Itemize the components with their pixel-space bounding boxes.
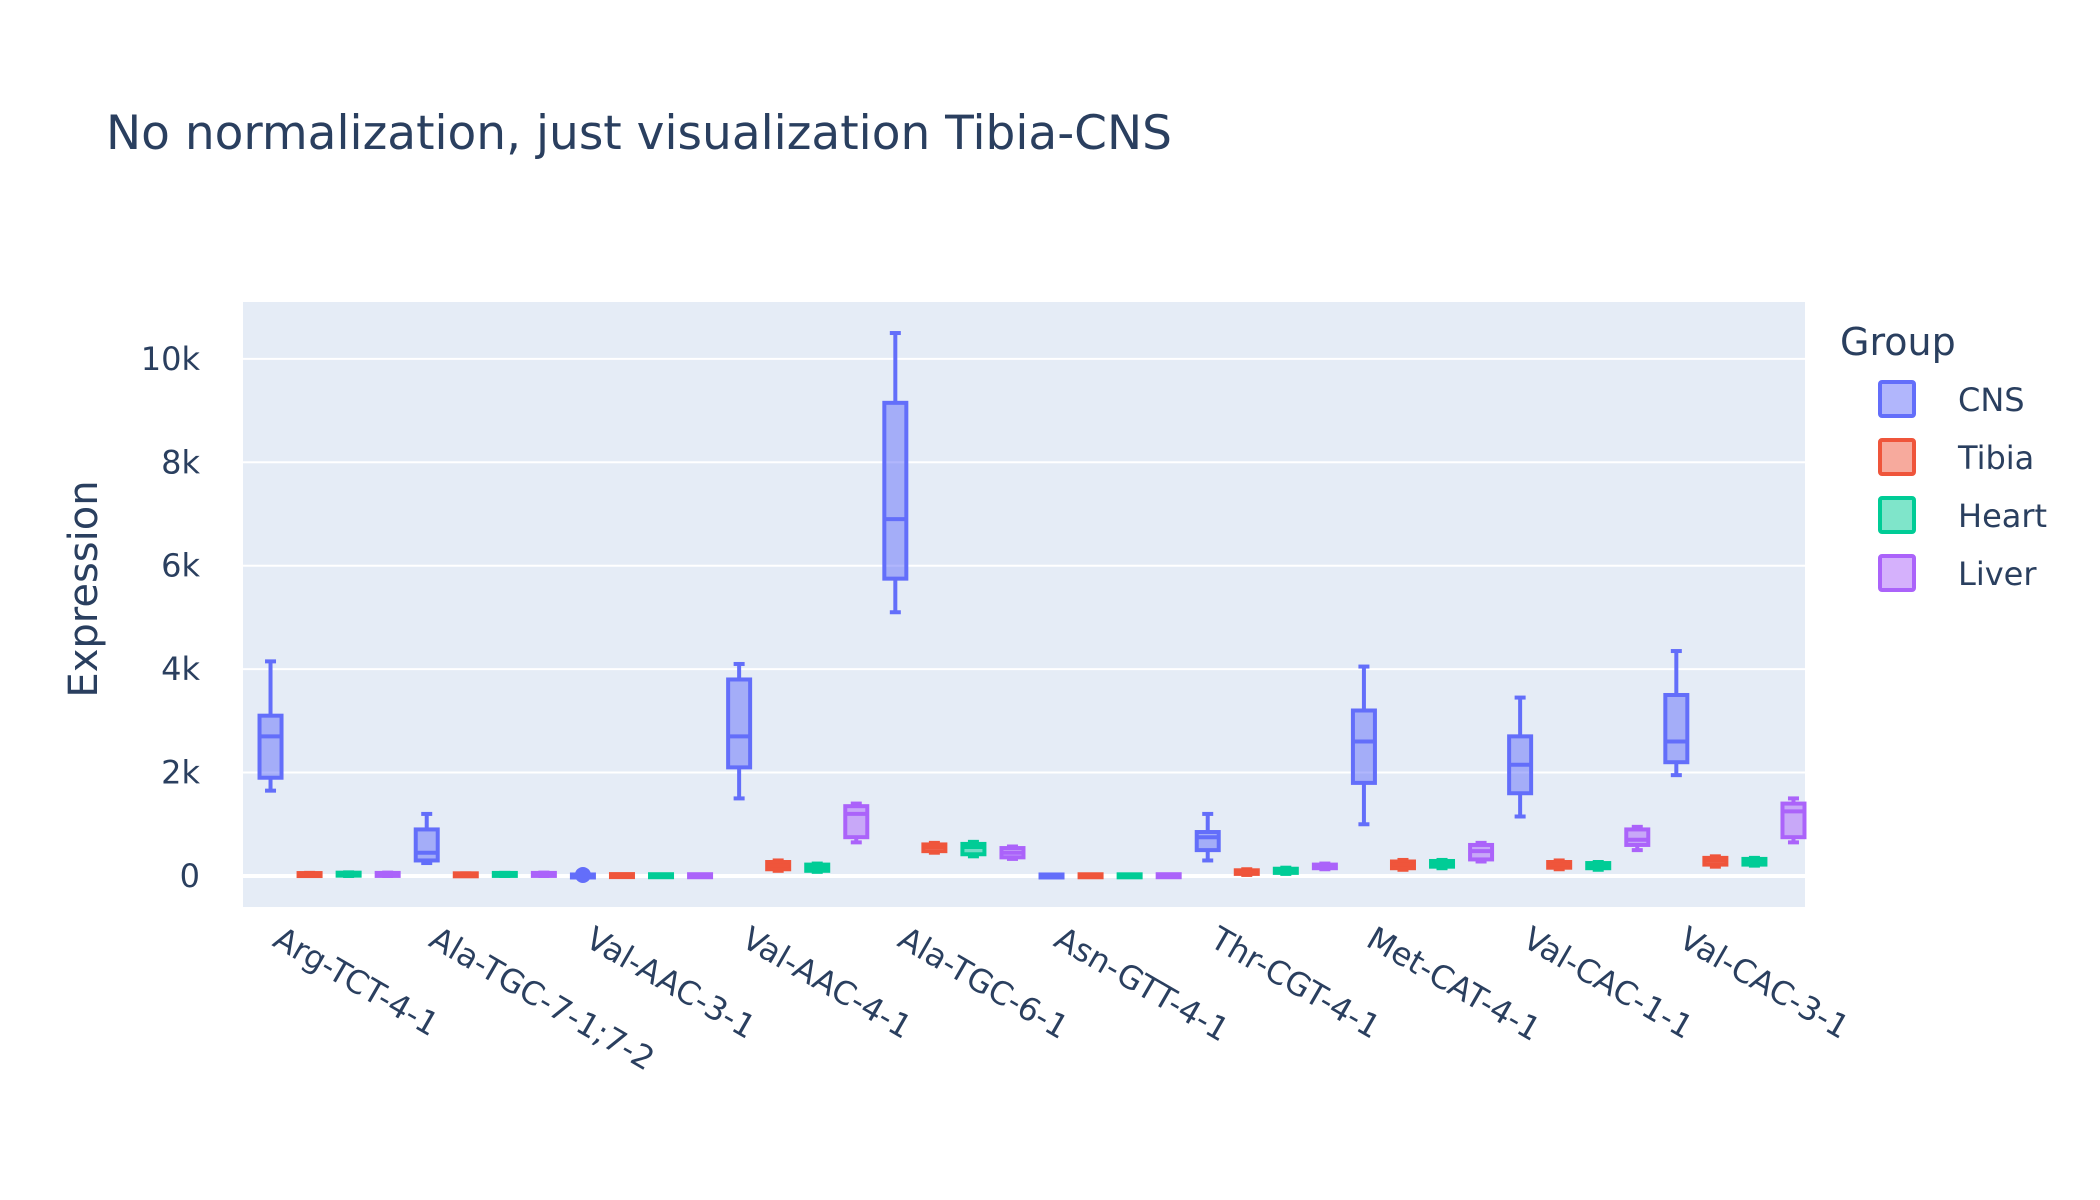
box[interactable] xyxy=(413,811,440,866)
box-iqr xyxy=(726,677,753,770)
box[interactable] xyxy=(374,870,401,878)
box-iqr xyxy=(1350,708,1377,785)
legend-swatch xyxy=(1878,496,1916,534)
box[interactable] xyxy=(569,866,596,883)
box-iqr xyxy=(1780,801,1807,840)
box[interactable] xyxy=(608,872,635,880)
box[interactable] xyxy=(1507,695,1534,819)
box[interactable] xyxy=(726,661,753,801)
legend-item-tibia[interactable]: Tibia xyxy=(1878,438,2034,477)
box-iqr xyxy=(1663,692,1690,765)
box[interactable] xyxy=(804,861,831,874)
box[interactable] xyxy=(1663,649,1690,778)
box[interactable] xyxy=(882,331,909,615)
box[interactable] xyxy=(1702,854,1729,869)
box-series xyxy=(257,331,1807,883)
plot-area xyxy=(243,302,1805,907)
box[interactable] xyxy=(687,872,714,880)
box-iqr xyxy=(257,713,284,780)
box[interactable] xyxy=(452,871,479,879)
box[interactable] xyxy=(530,870,557,878)
legend[interactable]: CNS Tibia Heart Liver xyxy=(1878,380,2047,593)
box[interactable] xyxy=(1468,840,1495,864)
legend-item-cns[interactable]: CNS xyxy=(1878,380,2025,419)
box[interactable] xyxy=(1155,872,1182,880)
y-tick-label: 6k xyxy=(161,547,200,585)
y-tick-label: 4k xyxy=(161,650,200,688)
box[interactable] xyxy=(921,840,948,855)
box[interactable] xyxy=(765,858,792,873)
box[interactable] xyxy=(1038,872,1065,880)
legend-swatch xyxy=(1878,554,1916,592)
box[interactable] xyxy=(1546,858,1573,872)
legend-title: Group xyxy=(1840,320,1956,364)
box[interactable] xyxy=(491,870,518,878)
box[interactable] xyxy=(1116,872,1143,880)
box[interactable] xyxy=(1350,664,1377,827)
y-axis-title: Expression xyxy=(61,480,107,697)
box[interactable] xyxy=(257,659,284,793)
box[interactable] xyxy=(1311,861,1338,872)
legend-label: CNS xyxy=(1958,381,2025,419)
y-axis-ticks: 0 2k 4k 6k 8k 10k xyxy=(141,340,201,895)
box[interactable] xyxy=(1272,865,1299,876)
box-iqr xyxy=(882,400,909,581)
box[interactable] xyxy=(999,844,1026,861)
box[interactable] xyxy=(648,872,675,880)
box[interactable] xyxy=(296,870,323,879)
y-tick-label: 0 xyxy=(180,857,200,895)
y-tick-label: 8k xyxy=(161,443,200,481)
box-iqr xyxy=(1194,830,1221,853)
series-heart xyxy=(335,839,1768,880)
legend-item-liver[interactable]: Liver xyxy=(1878,554,2037,593)
series-cns xyxy=(257,331,1690,883)
box-iqr xyxy=(960,841,987,857)
legend-label: Heart xyxy=(1958,497,2047,535)
box[interactable] xyxy=(335,870,362,878)
legend-item-heart[interactable]: Heart xyxy=(1878,496,2047,535)
legend-swatch xyxy=(1878,380,1916,418)
y-tick-label: 2k xyxy=(161,754,200,792)
outlier-point xyxy=(574,866,591,883)
box[interactable] xyxy=(1194,811,1221,863)
series-tibia xyxy=(296,840,1729,880)
box[interactable] xyxy=(1780,796,1807,845)
box[interactable] xyxy=(1077,872,1104,880)
box[interactable] xyxy=(960,839,987,859)
box[interactable] xyxy=(1741,855,1768,868)
legend-swatch xyxy=(1878,438,1916,476)
box[interactable] xyxy=(1624,824,1651,853)
legend-label: Liver xyxy=(1958,555,2037,593)
box[interactable] xyxy=(843,801,870,845)
box-iqr xyxy=(843,804,870,840)
chart-title: No normalization, just visualization Tib… xyxy=(106,106,1172,161)
series-liver xyxy=(374,796,1807,880)
box[interactable] xyxy=(1585,860,1612,872)
box-iqr xyxy=(413,827,440,863)
box[interactable] xyxy=(1429,857,1456,871)
box[interactable] xyxy=(1389,857,1416,872)
box-iqr xyxy=(1624,827,1651,847)
legend-label: Tibia xyxy=(1957,439,2034,477)
box[interactable] xyxy=(1233,867,1260,877)
y-tick-label: 10k xyxy=(141,340,201,378)
